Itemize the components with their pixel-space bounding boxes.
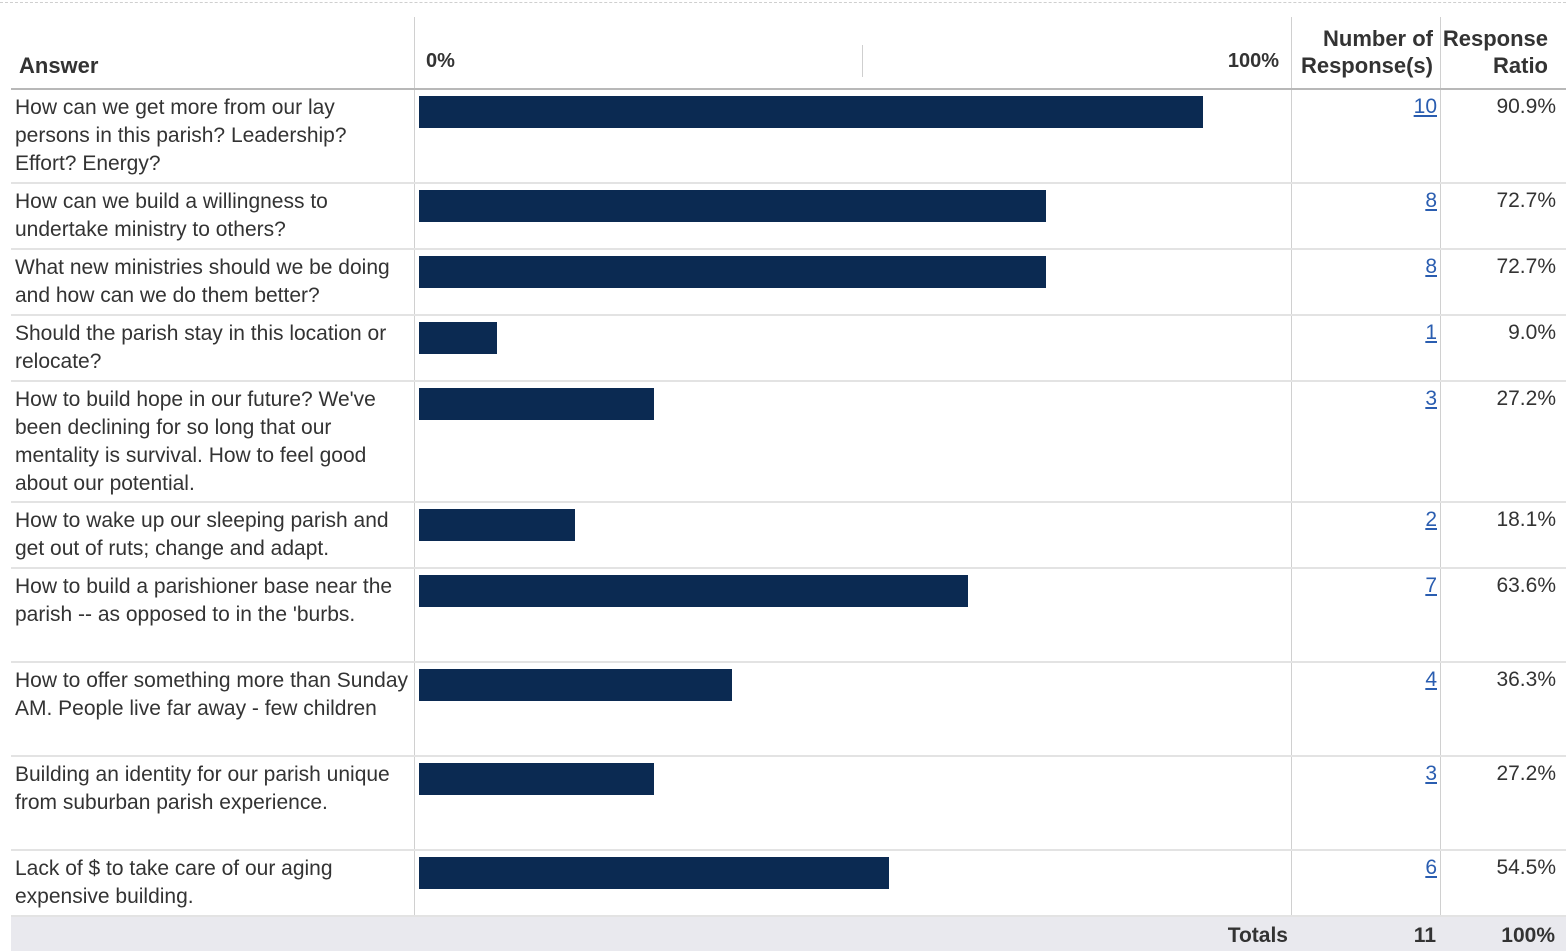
response-count-link[interactable]: 2 — [1425, 508, 1437, 531]
response-count-link[interactable]: 8 — [1425, 255, 1437, 278]
response-bar — [419, 857, 889, 889]
answer-text: How can we build a willingness to undert… — [15, 190, 328, 241]
response-ratio: 72.7% — [1496, 255, 1556, 278]
table-header: Answer 0% 100% Number of Response(s) Res… — [11, 17, 1566, 90]
ratio-cell: 90.9% — [1440, 90, 1556, 182]
count-header-line1: Number of — [1323, 26, 1433, 51]
response-ratio: 72.7% — [1496, 189, 1556, 212]
ratio-cell: 18.1% — [1440, 503, 1556, 567]
answer-text: Lack of $ to take care of our aging expe… — [15, 857, 333, 908]
bar-cell — [414, 90, 1292, 182]
bar-cell — [414, 316, 1292, 380]
table-row: How to build a parishioner base near the… — [11, 569, 1566, 663]
ratio-cell: 72.7% — [1440, 184, 1556, 248]
response-count-link[interactable]: 3 — [1425, 387, 1437, 410]
response-count-link[interactable]: 10 — [1413, 95, 1437, 118]
ratio-header-line1: Response — [1442, 26, 1548, 51]
response-bar — [419, 322, 497, 354]
ratio-cell: 63.6% — [1440, 569, 1556, 661]
response-count-link[interactable]: 8 — [1425, 189, 1437, 212]
count-cell: 8 — [1291, 184, 1441, 248]
response-count-link[interactable]: 1 — [1425, 321, 1437, 344]
count-header-line2: Response(s) — [1300, 53, 1433, 78]
count-cell: 4 — [1291, 663, 1441, 755]
bar-cell — [414, 569, 1292, 661]
response-ratio: 9.0% — [1508, 321, 1556, 344]
count-cell: 3 — [1291, 382, 1441, 501]
totals-ratio: 100% — [1501, 924, 1555, 947]
count-cell: 1 — [1291, 316, 1441, 380]
table-row: How to build hope in our future? We've b… — [11, 382, 1566, 503]
ratio-cell: 54.5% — [1440, 851, 1556, 915]
response-bar — [419, 669, 732, 701]
bar-cell — [414, 663, 1292, 755]
answer-text: How to build a parishioner base near the… — [15, 575, 393, 626]
bar-cell — [414, 250, 1292, 314]
response-count-link[interactable]: 3 — [1425, 762, 1437, 785]
ratio-header-line2: Ratio — [1493, 53, 1548, 78]
ratio-cell: 27.2% — [1440, 382, 1556, 501]
scale-column-header: 0% 100% — [414, 17, 1292, 88]
response-bar — [419, 96, 1203, 128]
answer-text: How to build hope in our future? We've b… — [15, 388, 376, 495]
response-ratio: 63.6% — [1496, 574, 1556, 597]
answer-text: How to offer something more than Sunday … — [15, 669, 409, 720]
table-row: How can we build a willingness to undert… — [11, 184, 1566, 250]
ratio-cell: 27.2% — [1440, 757, 1556, 849]
response-bar — [419, 763, 654, 795]
table-body: How can we get more from our lay persons… — [11, 90, 1566, 917]
scale-midline — [862, 45, 863, 77]
scale-min-label: 0% — [426, 50, 455, 72]
answer-text: How can we get more from our lay persons… — [15, 96, 347, 175]
table-row: What new ministries should we be doing a… — [11, 250, 1566, 316]
count-cell: 7 — [1291, 569, 1441, 661]
answer-text: What new ministries should we be doing a… — [15, 256, 390, 307]
ratio-cell: 36.3% — [1440, 663, 1556, 755]
count-column-header: Number of Response(s) — [1291, 17, 1441, 88]
ratio-cell: 72.7% — [1440, 250, 1556, 314]
table-row: Should the parish stay in this location … — [11, 316, 1566, 382]
response-ratio: 36.3% — [1496, 668, 1556, 691]
bar-cell — [414, 382, 1292, 501]
response-count-link[interactable]: 6 — [1425, 856, 1437, 879]
totals-count: 11 — [1413, 924, 1436, 947]
response-bar — [419, 256, 1046, 288]
table-row: Lack of $ to take care of our aging expe… — [11, 851, 1566, 917]
count-cell: 8 — [1291, 250, 1441, 314]
response-ratio: 27.2% — [1496, 762, 1556, 785]
response-bar — [419, 190, 1046, 222]
answer-text: Should the parish stay in this location … — [15, 322, 387, 373]
table-row: How can we get more from our lay persons… — [11, 90, 1566, 184]
scale-max-label: 100% — [1227, 50, 1279, 72]
response-bar — [419, 575, 968, 607]
totals-label: Totals — [1227, 924, 1288, 947]
count-cell: 3 — [1291, 757, 1441, 849]
response-ratio: 54.5% — [1496, 856, 1556, 879]
bar-cell — [414, 851, 1292, 915]
response-count-link[interactable]: 4 — [1425, 668, 1437, 691]
table-row: Building an identity for our parish uniq… — [11, 757, 1566, 851]
response-bar — [419, 388, 654, 420]
totals-row: Totals 11 100% — [11, 917, 1566, 951]
bar-cell — [414, 757, 1292, 849]
response-ratio: 27.2% — [1496, 387, 1556, 410]
answer-column-header: Answer — [19, 53, 99, 78]
bar-cell — [414, 184, 1292, 248]
table-row: How to offer something more than Sunday … — [11, 663, 1566, 757]
answer-text: Building an identity for our parish uniq… — [15, 763, 390, 814]
top-divider — [0, 2, 1566, 3]
count-cell: 6 — [1291, 851, 1441, 915]
response-ratio: 18.1% — [1496, 508, 1556, 531]
ratio-cell: 9.0% — [1440, 316, 1556, 380]
response-count-link[interactable]: 7 — [1425, 574, 1437, 597]
count-cell: 10 — [1291, 90, 1441, 182]
table-row: How to wake up our sleeping parish and g… — [11, 503, 1566, 569]
bar-cell — [414, 503, 1292, 567]
response-bar — [419, 509, 575, 541]
answer-text: How to wake up our sleeping parish and g… — [15, 509, 389, 560]
survey-results-table: Answer 0% 100% Number of Response(s) Res… — [11, 17, 1566, 951]
ratio-column-header: Response Ratio — [1440, 17, 1556, 88]
response-ratio: 90.9% — [1496, 95, 1556, 118]
count-cell: 2 — [1291, 503, 1441, 567]
